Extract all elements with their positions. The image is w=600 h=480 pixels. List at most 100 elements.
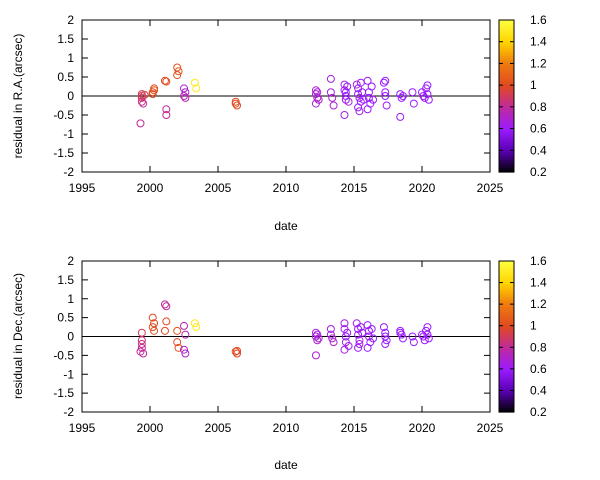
colorbar-segment bbox=[499, 401, 514, 406]
colorbar-segment bbox=[499, 103, 514, 107]
data-point bbox=[140, 90, 149, 99]
y-tick-label: 0.5 bbox=[57, 70, 74, 84]
data-point bbox=[162, 77, 171, 86]
data-point bbox=[341, 332, 350, 341]
data-point bbox=[379, 323, 388, 332]
data-point bbox=[398, 92, 407, 100]
data-point bbox=[137, 343, 146, 352]
colorbar-segment bbox=[499, 339, 514, 343]
data-point bbox=[162, 302, 171, 311]
colorbar-segment bbox=[499, 308, 514, 312]
colorbar-segment bbox=[499, 96, 514, 100]
data-point bbox=[355, 336, 364, 345]
colorbar-segment bbox=[499, 93, 514, 97]
data-point bbox=[148, 313, 157, 322]
data-point bbox=[381, 332, 390, 341]
data-point bbox=[381, 88, 390, 97]
colorbar-segment bbox=[499, 116, 514, 120]
data-point bbox=[422, 326, 431, 335]
colorbar-segment bbox=[499, 42, 514, 46]
colorbar-segment bbox=[499, 35, 514, 39]
colorbar-segment bbox=[499, 149, 514, 153]
data-point bbox=[423, 81, 432, 90]
y-tick-label: -1 bbox=[63, 127, 74, 141]
colorbar-segment bbox=[499, 409, 514, 413]
colorbar-segment bbox=[499, 263, 514, 267]
colorbar-segment bbox=[499, 169, 514, 173]
x-tick-label: 2000 bbox=[137, 421, 164, 435]
data-point bbox=[173, 338, 182, 347]
y-axis-label: residual in R.A.(arcsec) bbox=[11, 34, 25, 159]
data-point bbox=[311, 86, 320, 95]
colorbar-segment bbox=[499, 394, 514, 398]
data-point bbox=[352, 80, 361, 89]
data-point bbox=[363, 105, 372, 114]
colorbar-segment bbox=[499, 346, 514, 350]
y-tick-label: -1.5 bbox=[53, 386, 74, 400]
data-point bbox=[180, 84, 188, 93]
colorbar-tick-label: 1 bbox=[530, 78, 537, 92]
colorbar-segment bbox=[499, 293, 514, 297]
x-tick-label: 2015 bbox=[341, 181, 368, 195]
data-point bbox=[397, 93, 406, 102]
data-point bbox=[173, 63, 182, 72]
data-point bbox=[423, 323, 432, 332]
colorbar: 0.2 0.4 0.6 0.8 1 1.2 1.4 1.6 bbox=[498, 254, 547, 419]
colorbar-segment bbox=[499, 406, 514, 411]
colorbar-tick-label: 0.4 bbox=[530, 143, 547, 157]
colorbar-segment bbox=[499, 113, 514, 117]
colorbar-segment bbox=[499, 328, 514, 333]
data-point bbox=[160, 76, 169, 85]
data-point bbox=[137, 340, 146, 349]
colorbar-segment bbox=[499, 331, 514, 335]
data-point bbox=[328, 334, 337, 343]
data-point bbox=[382, 101, 391, 110]
colorbar-segment bbox=[499, 356, 514, 360]
colorbar-segment bbox=[499, 25, 514, 29]
data-point bbox=[311, 351, 320, 360]
colorbar-segment bbox=[499, 78, 514, 82]
colorbar-segment bbox=[499, 55, 514, 59]
data-point bbox=[329, 101, 338, 110]
colorbar-segment bbox=[499, 80, 514, 84]
colorbar-segment bbox=[499, 291, 514, 295]
colorbar-segment bbox=[499, 98, 514, 102]
colorbar-frame bbox=[498, 19, 515, 173]
x-tick-label: 1995 bbox=[69, 181, 96, 195]
x-tick-label: 2010 bbox=[273, 181, 300, 195]
y-tick-label: 1.5 bbox=[57, 32, 74, 46]
colorbar-tick-label: 0.8 bbox=[530, 100, 547, 114]
x-tick-label: 2020 bbox=[409, 421, 436, 435]
y-tick-label: 2 bbox=[67, 254, 74, 268]
colorbar-segment bbox=[499, 47, 514, 51]
data-point bbox=[355, 107, 364, 116]
colorbar-segment bbox=[499, 85, 514, 89]
data-point bbox=[233, 346, 242, 355]
colorbar-segment bbox=[499, 136, 514, 140]
data-point bbox=[160, 300, 169, 309]
data-point bbox=[326, 330, 335, 339]
data-point bbox=[381, 328, 390, 337]
data-point bbox=[162, 111, 171, 119]
data-point bbox=[231, 99, 240, 108]
colorbar-segment bbox=[499, 50, 514, 54]
colorbar-tick-label: 0.8 bbox=[530, 340, 547, 354]
colorbar-segment bbox=[499, 296, 514, 300]
colorbar-segment bbox=[499, 271, 514, 275]
colorbar-segment bbox=[499, 381, 514, 385]
colorbar-segment bbox=[499, 344, 514, 348]
data-point bbox=[397, 330, 406, 339]
data-point bbox=[340, 345, 349, 354]
data-point bbox=[340, 111, 349, 119]
colorbar-segment bbox=[499, 37, 514, 41]
data-point bbox=[382, 336, 391, 345]
colorbar-segment bbox=[499, 384, 514, 388]
data-point bbox=[139, 99, 148, 108]
colorbar-tick-label: 0.4 bbox=[530, 383, 547, 397]
colorbar-segment bbox=[499, 106, 514, 110]
data-point bbox=[162, 105, 171, 114]
data-point bbox=[409, 99, 418, 108]
colorbar-segment bbox=[499, 288, 514, 292]
data-point bbox=[148, 323, 157, 332]
data-point bbox=[364, 93, 373, 102]
